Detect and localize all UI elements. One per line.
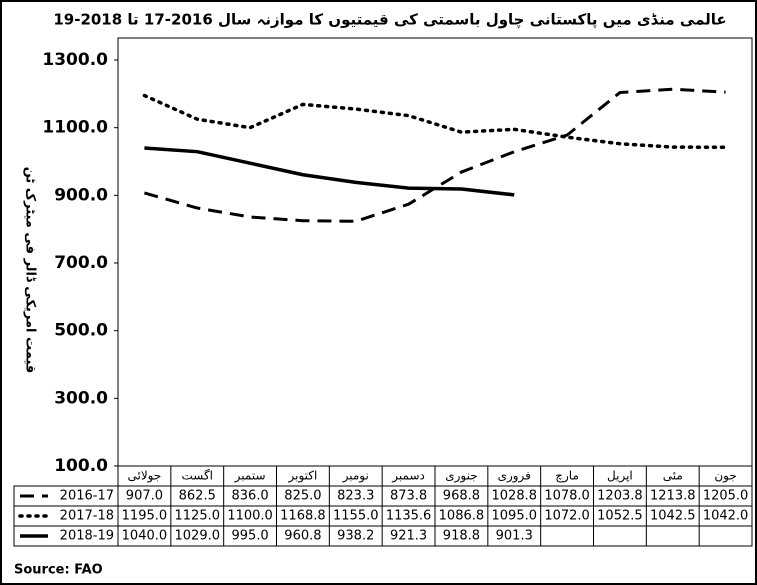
- table-value: 1205.0: [703, 489, 749, 504]
- x-tick-label: جنوری: [445, 469, 477, 484]
- line-series: [142, 93, 728, 150]
- table-value: 921.3: [390, 529, 427, 544]
- table-value: 938.2: [337, 529, 374, 544]
- table-value: 1028.8: [492, 489, 538, 504]
- chart-title: عالمی منڈی میں پاکستانی چاول باسمتی کی ق…: [53, 11, 726, 30]
- table-value: 1203.8: [597, 489, 643, 504]
- x-tick-label: اکتوبر: [288, 469, 318, 484]
- x-tick-label: اپریل: [607, 469, 633, 484]
- table-value: 1195.0: [122, 509, 168, 524]
- x-tick-label: جون: [714, 469, 736, 484]
- table-value: 873.8: [390, 489, 427, 504]
- table-value: 1040.0: [122, 529, 168, 544]
- table-value: 907.0: [126, 489, 163, 504]
- x-tick-label: فروری: [498, 469, 531, 484]
- table-value: 1086.8: [439, 509, 485, 524]
- table-value: 1125.0: [175, 509, 221, 524]
- x-tick-label: دسمبر: [391, 469, 425, 484]
- table-value: 1052.5: [597, 509, 643, 524]
- table-value: 960.8: [284, 529, 321, 544]
- y-tick-label: 1300.0: [42, 50, 108, 70]
- legend-label: 2017-18: [60, 509, 114, 524]
- table-value: 1095.0: [492, 509, 538, 524]
- source: Source: FAO: [14, 563, 103, 578]
- table-value: 1042.5: [650, 509, 696, 524]
- table-value: 1100.0: [227, 509, 273, 524]
- y-tick-label: 100.0: [54, 456, 108, 476]
- table-value: 836.0: [231, 489, 268, 504]
- table-value: 968.8: [443, 489, 480, 504]
- table-value: 1155.0: [333, 509, 379, 524]
- y-tick-label: 300.0: [54, 388, 108, 408]
- line-series: [144, 146, 515, 197]
- table-value: 1213.8: [650, 489, 696, 504]
- line-series: [144, 87, 726, 223]
- y-tick-label: 700.0: [54, 253, 108, 273]
- table-value: 823.3: [337, 489, 374, 504]
- table-value: 918.8: [443, 529, 480, 544]
- table-value: 1135.6: [386, 509, 432, 524]
- table-value: 901.3: [496, 529, 533, 544]
- table-value: 1029.0: [175, 529, 221, 544]
- table-value: 1078.0: [544, 489, 590, 504]
- legend-label: 2016-17: [60, 489, 114, 504]
- table-value: 862.5: [179, 489, 216, 504]
- y-axis-label: قیمت امریکی ڈالر فی میٹرک ٹن: [23, 167, 38, 374]
- legend-label: 2018-19: [60, 529, 114, 544]
- x-tick-label: مارچ: [555, 469, 579, 484]
- x-tick-label: جولائی: [128, 469, 162, 484]
- table-value: 1168.8: [280, 509, 326, 524]
- table-value: 1042.0: [703, 509, 749, 524]
- y-tick-label: 500.0: [54, 321, 108, 341]
- x-tick-label: مئی: [663, 469, 683, 483]
- y-tick-label: 1100.0: [42, 118, 108, 138]
- table-value: 825.0: [284, 489, 321, 504]
- y-tick-label: 900.0: [54, 185, 108, 205]
- x-tick-label: ستمبر: [234, 469, 266, 484]
- x-tick-label: اگست: [181, 469, 213, 483]
- x-tick-label: نومبر: [342, 469, 369, 484]
- table-value: 1072.0: [544, 509, 590, 524]
- table-value: 995.0: [231, 529, 268, 544]
